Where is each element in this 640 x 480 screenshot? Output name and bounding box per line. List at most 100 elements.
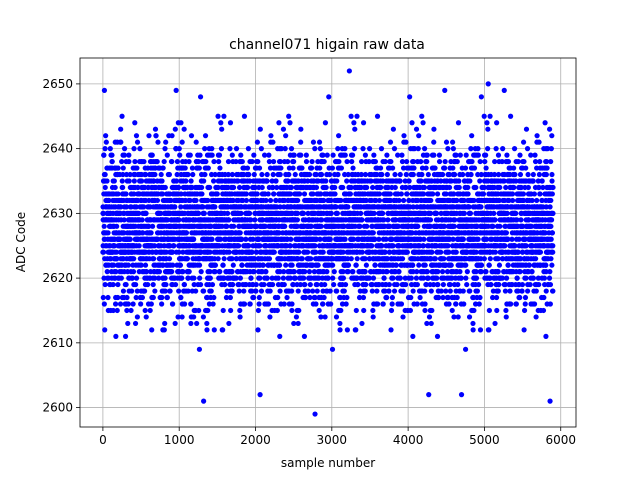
- data-point: [138, 262, 144, 268]
- data-point: [115, 191, 121, 197]
- data-point: [312, 243, 318, 249]
- data-point: [156, 269, 163, 275]
- data-point: [110, 307, 116, 314]
- data-point: [196, 307, 202, 314]
- data-point: [283, 262, 289, 268]
- data-point: [375, 301, 381, 307]
- data-point: [318, 223, 324, 229]
- data-point: [280, 126, 287, 132]
- data-point: [186, 269, 192, 275]
- data-point: [357, 223, 363, 229]
- data-point: [305, 249, 311, 255]
- data-point: [266, 256, 273, 262]
- data-point: [296, 249, 302, 255]
- data-point: [342, 152, 348, 158]
- data-point: [327, 171, 333, 178]
- data-point: [308, 165, 315, 171]
- data-point: [403, 139, 409, 145]
- data-point: [233, 256, 240, 262]
- data-point: [263, 197, 269, 204]
- data-point: [329, 165, 336, 171]
- data-point: [447, 281, 453, 288]
- data-point: [285, 178, 291, 184]
- data-point: [422, 307, 428, 314]
- data-point: [394, 281, 400, 288]
- data-point: [245, 184, 251, 191]
- data-point: [421, 184, 428, 191]
- data-point: [399, 158, 406, 165]
- data-point: [278, 146, 285, 152]
- data-point: [360, 294, 367, 301]
- data-point: [414, 269, 420, 275]
- data-point: [335, 146, 341, 152]
- data-point: [200, 314, 206, 320]
- data-point: [299, 165, 305, 171]
- data-point: [142, 262, 149, 268]
- data-point: [125, 301, 131, 307]
- data-point: [249, 288, 255, 294]
- data-point: [210, 301, 216, 307]
- data-point: [444, 269, 451, 275]
- data-point: [208, 223, 214, 229]
- data-point: [193, 288, 199, 294]
- data-point: [265, 301, 271, 307]
- data-point: [303, 158, 310, 165]
- data-point: [195, 210, 202, 216]
- data-point: [282, 146, 288, 152]
- data-point: [223, 294, 230, 301]
- data-point: [476, 301, 482, 307]
- data-point: [330, 262, 336, 268]
- data-point: [106, 197, 112, 204]
- data-point: [176, 249, 182, 255]
- data-point: [348, 256, 354, 262]
- data-point: [348, 184, 354, 191]
- data-point: [374, 288, 380, 294]
- data-point: [278, 165, 284, 171]
- data-point: [183, 230, 190, 236]
- data-point: [362, 288, 368, 294]
- data-point: [477, 158, 483, 165]
- data-point: [204, 327, 210, 333]
- data-point: [431, 139, 437, 145]
- data-point: [305, 178, 311, 184]
- data-point: [388, 158, 394, 165]
- data-point: [431, 126, 437, 132]
- data-point: [101, 301, 107, 307]
- data-point: [407, 307, 414, 314]
- data-point: [291, 152, 297, 158]
- data-point: [111, 178, 117, 184]
- data-point: [384, 294, 390, 301]
- data-point: [236, 281, 242, 288]
- data-point: [184, 256, 191, 262]
- data-point: [253, 249, 260, 255]
- data-point: [124, 294, 130, 301]
- data-point: [266, 152, 272, 158]
- data-point: [120, 171, 126, 178]
- data-point: [183, 178, 189, 184]
- data-point: [154, 158, 160, 165]
- data-point: [386, 249, 393, 255]
- data-point: [411, 146, 418, 152]
- data-point: [458, 275, 464, 281]
- data-point: [238, 152, 244, 158]
- data-point: [451, 171, 458, 178]
- data-point: [348, 113, 354, 119]
- data-point: [463, 152, 469, 158]
- data-point: [431, 152, 437, 158]
- data-point: [145, 281, 151, 288]
- data-point: [120, 165, 126, 171]
- data-point: [277, 269, 283, 275]
- data-point: [200, 204, 206, 210]
- data-point: [270, 139, 276, 145]
- data-point: [273, 197, 279, 204]
- data-point: [249, 249, 255, 255]
- data-point: [271, 191, 277, 197]
- data-point: [401, 197, 407, 204]
- data-point: [295, 320, 301, 327]
- data-point: [257, 126, 263, 132]
- data-point: [372, 262, 378, 268]
- data-point: [325, 275, 331, 281]
- data-point: [287, 275, 293, 281]
- data-point: [462, 346, 469, 352]
- data-point: [427, 217, 434, 223]
